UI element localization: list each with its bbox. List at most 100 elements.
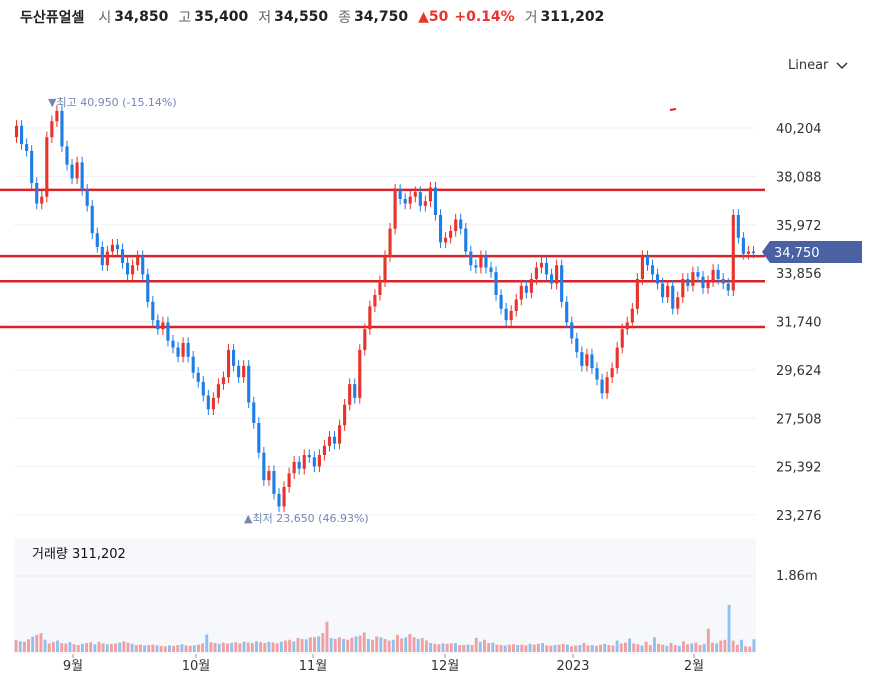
- candle-body: [146, 274, 150, 302]
- volume-axis-label: 1.86m: [776, 569, 818, 584]
- candle: [80, 156, 84, 196]
- candle-body: [221, 377, 226, 385]
- volume-bar: [250, 643, 254, 652]
- candle-body: [625, 322, 629, 330]
- candle-body: [570, 322, 574, 339]
- volume-bar: [470, 645, 474, 652]
- volume-bar: [209, 642, 213, 652]
- volume-bar: [744, 646, 748, 652]
- candle-body: [105, 251, 109, 266]
- candle-body: [408, 196, 412, 204]
- candle: [681, 273, 685, 303]
- scale-selector[interactable]: Linear: [788, 58, 848, 73]
- candle-body: [716, 269, 720, 279]
- volume-bar: [487, 643, 491, 652]
- candle: [570, 316, 574, 345]
- candle: [595, 362, 599, 386]
- candle: [242, 360, 246, 383]
- candle-body: [35, 182, 39, 204]
- volume-bar: [147, 645, 151, 652]
- current-price-tag: 34,750: [762, 241, 862, 263]
- candle-body: [378, 281, 382, 295]
- candle: [671, 280, 675, 315]
- volume-bar: [582, 643, 586, 652]
- candle: [751, 245, 756, 259]
- low-value: 34,550: [274, 9, 329, 25]
- candle: [393, 184, 397, 235]
- candle-body: [444, 237, 448, 243]
- candle: [656, 268, 660, 290]
- candle-body: [605, 377, 609, 394]
- volume-bar: [532, 644, 536, 652]
- volume-label: 거: [524, 10, 538, 26]
- volume-bar: [284, 640, 287, 652]
- candle-body: [95, 233, 99, 247]
- volume-bar: [329, 638, 333, 652]
- volume-bar: [151, 644, 155, 652]
- candle: [721, 273, 725, 290]
- candle-body: [459, 219, 463, 229]
- volume-bar: [39, 633, 43, 652]
- volume-bar: [275, 643, 279, 652]
- candle: [600, 373, 604, 400]
- candle: [534, 261, 538, 285]
- candle-body: [544, 262, 549, 275]
- candle: [418, 186, 422, 212]
- volume-bar: [72, 644, 76, 652]
- candle-body: [211, 397, 215, 410]
- volume-bar: [76, 645, 80, 652]
- candle-body: [741, 237, 745, 254]
- volume-bar: [27, 639, 30, 652]
- candle-body: [126, 262, 130, 275]
- volume-bar: [553, 645, 557, 652]
- candle: [438, 209, 443, 249]
- candle: [232, 344, 236, 372]
- candle: [110, 238, 114, 258]
- candle: [221, 371, 226, 390]
- open-value: 34,850: [114, 9, 169, 25]
- candle: [484, 250, 488, 274]
- price-gridlines: [14, 127, 756, 516]
- volume-bar: [242, 641, 246, 652]
- candle-body: [90, 205, 94, 234]
- volume-bar: [536, 643, 540, 652]
- candle-body: [131, 265, 135, 275]
- candle: [494, 266, 498, 301]
- candle: [146, 268, 150, 308]
- volume-bar: [628, 638, 632, 652]
- candle-body: [272, 471, 276, 494]
- candle-body: [666, 285, 670, 298]
- candle: [580, 346, 584, 372]
- volume-bar: [611, 645, 615, 652]
- candle-body: [650, 265, 655, 275]
- candle-body: [489, 267, 493, 273]
- candle: [464, 222, 468, 258]
- candle-body: [322, 445, 326, 456]
- candle: [706, 275, 710, 294]
- candle: [499, 289, 503, 315]
- candle-body: [358, 349, 362, 398]
- volume-bar: [35, 634, 39, 652]
- candle-body: [292, 461, 296, 474]
- volume-bar: [545, 645, 549, 652]
- x-tick-label: 10월: [182, 659, 211, 674]
- x-tick-label: 2월: [684, 659, 704, 674]
- candle: [398, 184, 402, 205]
- volume-bar: [441, 643, 445, 652]
- candle-body: [398, 189, 402, 199]
- volume-bar: [416, 638, 420, 652]
- candle: [691, 266, 695, 292]
- candle-body: [252, 402, 256, 424]
- volume-bar: [449, 643, 453, 652]
- candle-body: [75, 162, 79, 179]
- candle-body: [282, 487, 286, 507]
- candle: [433, 181, 438, 221]
- candle: [373, 289, 377, 313]
- volume-bar: [155, 645, 159, 652]
- candle-body: [529, 278, 533, 293]
- candle: [327, 431, 332, 452]
- candle: [307, 449, 311, 464]
- volume-bar: [143, 645, 147, 652]
- volume-bar: [735, 644, 739, 652]
